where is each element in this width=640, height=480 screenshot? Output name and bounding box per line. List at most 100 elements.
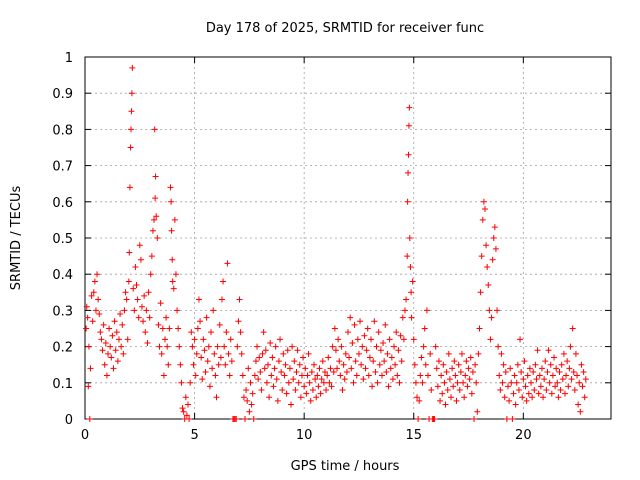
data-point <box>91 278 98 285</box>
data-point <box>468 390 475 397</box>
data-point <box>435 358 442 365</box>
data-point <box>418 354 425 361</box>
data-point <box>381 358 388 365</box>
data-point <box>406 235 413 241</box>
data-point <box>320 379 327 386</box>
data-point <box>578 361 585 368</box>
data-point <box>491 224 498 231</box>
data-point <box>357 318 364 325</box>
data-point <box>350 379 357 386</box>
data-point <box>531 387 538 394</box>
data-point <box>178 379 185 386</box>
data-point <box>444 387 451 394</box>
data-point <box>159 325 166 332</box>
y-tick-label: 0.2 <box>52 341 73 356</box>
data-point <box>572 350 579 357</box>
data-point <box>405 151 412 158</box>
data-point <box>165 361 172 368</box>
data-point <box>514 361 521 368</box>
data-point <box>368 336 375 343</box>
data-point <box>439 390 446 397</box>
data-point <box>441 379 448 386</box>
data-point <box>412 379 419 386</box>
data-point <box>141 292 148 299</box>
data-point <box>555 394 562 401</box>
data-point <box>380 339 387 346</box>
data-point <box>345 329 351 336</box>
data-point <box>143 307 150 314</box>
data-point <box>437 397 444 404</box>
data-point <box>569 325 576 332</box>
data-point <box>391 343 398 350</box>
data-point <box>294 347 301 354</box>
data-point <box>336 358 343 365</box>
data-point <box>552 383 559 390</box>
data-point <box>457 368 464 375</box>
data-point <box>388 354 395 361</box>
data-point <box>580 368 587 375</box>
data-point <box>303 390 310 397</box>
data-point <box>383 368 390 375</box>
data-point <box>215 361 222 368</box>
data-point <box>409 278 416 285</box>
data-point <box>475 350 482 357</box>
data-point <box>375 329 382 336</box>
data-point <box>187 379 194 386</box>
data-point <box>452 372 459 379</box>
data-point <box>558 361 565 368</box>
data-point <box>217 354 224 361</box>
data-point <box>509 416 516 422</box>
data-point <box>157 300 164 307</box>
data-point <box>275 358 282 365</box>
data-point <box>179 405 186 412</box>
data-point <box>189 343 196 350</box>
data-point <box>363 347 370 354</box>
data-point <box>337 372 344 379</box>
data-point <box>362 365 369 372</box>
data-point <box>442 401 449 408</box>
x-tick-label: 20 <box>515 428 532 443</box>
data-point <box>317 390 324 397</box>
data-point <box>171 216 178 223</box>
data-point <box>385 383 392 390</box>
data-point <box>200 336 207 343</box>
data-point <box>305 350 312 357</box>
data-point <box>525 390 532 397</box>
data-point <box>564 358 571 365</box>
data-point <box>307 397 314 404</box>
data-point <box>126 184 133 191</box>
data-point <box>529 394 536 401</box>
data-point <box>543 387 550 394</box>
data-point <box>252 358 259 365</box>
data-point <box>553 365 560 372</box>
data-point <box>515 387 522 394</box>
data-point <box>247 379 254 386</box>
x-tick-label: 10 <box>296 428 313 443</box>
data-point <box>453 397 460 404</box>
data-point <box>222 361 229 368</box>
data-point <box>149 227 156 234</box>
data-point <box>323 387 330 394</box>
data-point <box>403 296 410 303</box>
data-point <box>233 416 240 422</box>
data-point <box>302 365 309 372</box>
data-point <box>355 350 362 357</box>
data-point <box>266 394 273 401</box>
data-point <box>136 242 143 249</box>
data-point <box>407 263 414 270</box>
data-point <box>110 365 117 372</box>
data-point <box>431 416 438 422</box>
data-point <box>481 206 488 213</box>
data-point <box>466 376 473 383</box>
data-point <box>309 387 316 394</box>
data-point <box>488 314 495 321</box>
data-point <box>462 372 469 379</box>
data-point <box>389 376 396 383</box>
data-point <box>554 379 561 386</box>
data-point <box>194 325 201 332</box>
data-point <box>151 126 158 133</box>
data-point <box>424 372 431 379</box>
data-point <box>245 365 252 372</box>
data-point <box>485 282 492 289</box>
data-point <box>83 325 90 332</box>
